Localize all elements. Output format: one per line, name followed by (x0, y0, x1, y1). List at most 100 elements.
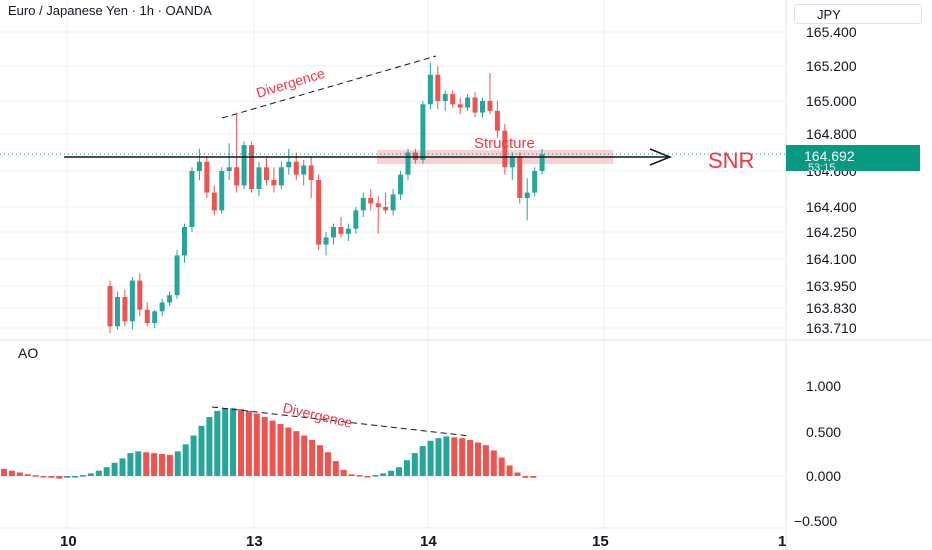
candle (524, 192, 530, 198)
ao-bar (261, 417, 268, 476)
ao-bar (356, 475, 363, 477)
ao-tick-label: 0.500 (806, 424, 841, 440)
time-tick-label: 10 (60, 533, 77, 550)
candle (152, 311, 158, 323)
price-tick-label: 163.830 (806, 300, 857, 316)
ao-bar (166, 454, 173, 476)
candle (375, 203, 381, 207)
candle (457, 104, 463, 108)
ao-bar (451, 437, 458, 476)
candle (196, 161, 202, 171)
ao-axis[interactable]: 1.000 0.500 0.000 −0.500 (794, 378, 841, 529)
candle (182, 227, 187, 256)
price-tick-label: 163.710 (806, 320, 857, 336)
ao-bar (332, 461, 339, 476)
ao-bar (159, 454, 165, 476)
ao-bar (135, 451, 142, 476)
ao-bar (238, 409, 244, 476)
candle (226, 167, 232, 171)
ao-bar (372, 475, 379, 477)
ao-bar (388, 470, 395, 476)
candle (390, 194, 396, 211)
ao-tick-label: −0.500 (794, 513, 837, 529)
divergence-label-ao: Divergence (281, 399, 354, 431)
ao-bar (277, 424, 284, 476)
candle (412, 152, 418, 160)
candle (263, 167, 269, 180)
candle (487, 101, 493, 111)
ao-bar (127, 453, 134, 476)
time-tick-label: 13 (246, 533, 263, 550)
ao-bar (269, 420, 276, 476)
candle (114, 297, 120, 327)
candle (316, 180, 322, 245)
candle (301, 165, 307, 175)
price-axis[interactable]: 165.400165.200165.000164.800164.600164.4… (786, 24, 920, 336)
candle (353, 210, 359, 229)
time-tick-label: 1 (778, 533, 786, 550)
ao-bar (95, 470, 102, 476)
ao-bar (32, 475, 39, 477)
candle (308, 165, 314, 180)
ao-bar (380, 473, 387, 476)
candle (502, 130, 508, 168)
candle (241, 145, 247, 186)
ao-bar (151, 453, 158, 476)
candle (211, 192, 217, 211)
ao-bar (80, 475, 86, 477)
ao-bar (340, 469, 347, 476)
candle (517, 156, 523, 198)
ao-bar (364, 476, 371, 478)
ao-bar (293, 431, 300, 476)
ao-bar (301, 435, 308, 476)
ao-bar (8, 470, 15, 476)
candle (398, 174, 404, 195)
candle (249, 145, 255, 189)
candles (107, 62, 545, 334)
candle (383, 207, 389, 211)
ao-bar (253, 413, 260, 476)
structure-label: Structure (474, 135, 535, 152)
price-tick-label: 165.400 (806, 24, 857, 40)
price-tick-label: 165.000 (806, 93, 857, 109)
last-price-badge (786, 145, 920, 171)
indicator-label: AO (18, 345, 39, 361)
ao-bar (309, 439, 316, 476)
ao-bar (285, 427, 292, 476)
candle (494, 110, 500, 131)
divergence-line-price (221, 55, 437, 119)
ao-bar (119, 458, 126, 476)
candle (278, 167, 284, 186)
ao-tick-label: 0.000 (806, 468, 841, 484)
time-axis[interactable]: 10 13 14 15 1 (0, 527, 786, 550)
candle (539, 154, 545, 171)
candle (360, 198, 366, 211)
candle (286, 161, 292, 168)
candle (465, 97, 471, 108)
ao-bar (87, 473, 94, 476)
ao-bar (206, 417, 213, 476)
divergence-line-ao (211, 406, 471, 437)
ao-bar (443, 436, 450, 476)
ao-bar (230, 408, 237, 476)
candle (256, 167, 262, 189)
ao-bars (0, 408, 786, 479)
candle (323, 237, 329, 245)
candle (189, 171, 195, 227)
ao-bar (143, 452, 150, 476)
currency-unit-label[interactable]: JPY (794, 4, 922, 24)
candle (107, 286, 113, 327)
price-tick-label: 164.250 (806, 224, 857, 240)
price-tick-label: 164.400 (806, 199, 857, 215)
time-tick-label: 14 (420, 533, 437, 550)
ao-bar (16, 472, 23, 476)
candle (144, 309, 150, 323)
candle (129, 280, 135, 322)
ao-bar (348, 474, 355, 476)
ao-bar (514, 472, 521, 476)
ao-bar (482, 445, 489, 476)
ao-bar (222, 408, 229, 476)
candle (137, 280, 143, 310)
